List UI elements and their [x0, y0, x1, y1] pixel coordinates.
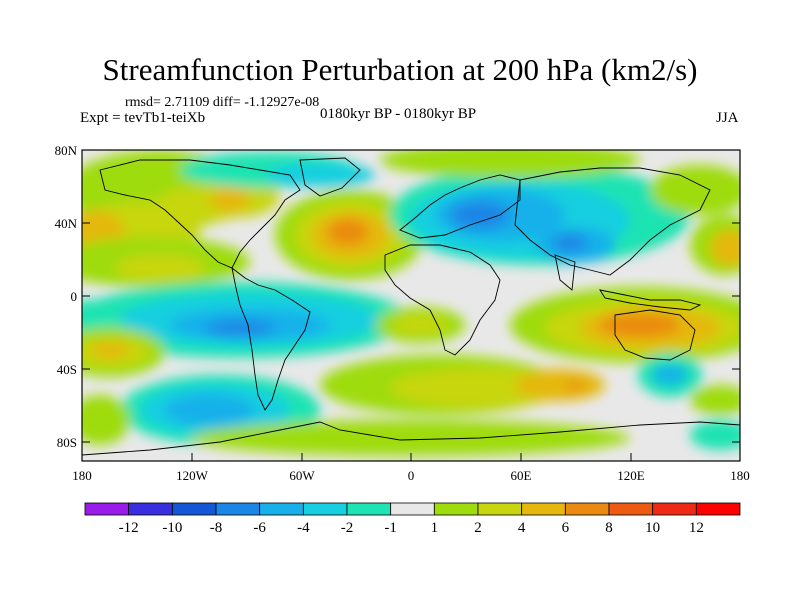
colorbar-swatch: [302, 502, 348, 516]
colorbar-swatch: [346, 502, 392, 516]
colorbar-label: -1: [384, 520, 397, 536]
colorbar: [84, 502, 741, 516]
lat-label: 80S: [57, 435, 77, 450]
colorbar-swatch: [433, 502, 479, 516]
experiment-label: Expt = tevTb1-teiXb: [80, 110, 206, 126]
colorbar-swatch: [215, 502, 261, 516]
lon-label: 0: [408, 468, 415, 483]
colorbar-label: 8: [605, 520, 613, 536]
colorbar-swatch: [608, 502, 654, 516]
coastlines: [82, 157, 740, 456]
lat-label: 80N: [55, 143, 78, 158]
colorbar-swatch: [521, 502, 566, 516]
lon-label: 60E: [511, 468, 532, 483]
stats-text: rmsd= 2.71109 diff= -1.12927e-08: [125, 95, 320, 110]
lon-label: 60W: [289, 468, 315, 483]
colorbar-label: 1: [431, 520, 439, 536]
colorbar-swatch: [695, 502, 741, 516]
lon-tick-marks: [81, 453, 741, 461]
lon-label: 180: [72, 468, 92, 483]
season-label: JJA: [716, 110, 739, 126]
colorbar-swatch: [259, 502, 304, 516]
colorbar-label: 2: [474, 520, 482, 536]
period-label: 0180kyr BP - 0180kyr BP: [320, 106, 477, 122]
colorbar-swatch: [477, 502, 523, 516]
colorbar-swatch: [171, 502, 217, 516]
map-title: Streamfunction Perturbation at 200 hPa (…: [102, 52, 698, 87]
colorbar-label: -2: [341, 520, 354, 536]
lat-label: 40S: [57, 362, 77, 377]
colorbar-swatch: [128, 502, 173, 516]
lat-label: 40N: [55, 216, 78, 231]
lat-labels: 80N 40N 0 40S 80S: [55, 143, 78, 450]
colorbar-swatch: [564, 502, 610, 516]
colorbar-label: 6: [562, 520, 570, 536]
contour-field: [82, 150, 740, 461]
colorbar-label: 10: [645, 520, 660, 536]
lon-labels: 180 120W 60W 0 60E 120E 180: [72, 468, 750, 483]
lat-label: 0: [71, 289, 78, 304]
colorbar-label: -10: [162, 520, 182, 536]
colorbar-label: -8: [210, 520, 223, 536]
colorbar-label: -4: [297, 520, 310, 536]
lat-tick-marks: [82, 149, 740, 443]
colorbar-swatch: [390, 502, 435, 516]
colorbar-labels: -12 -10 -8 -6 -4 -2 -1 1 2 4 6 8 10 12: [119, 520, 704, 536]
colorbar-label: 4: [518, 520, 526, 536]
colorbar-label: -12: [119, 520, 139, 536]
colorbar-swatch: [652, 502, 697, 516]
colorbar-label: 12: [689, 520, 704, 536]
lon-label: 180: [730, 468, 750, 483]
lon-label: 120W: [176, 468, 209, 483]
lon-label: 120E: [617, 468, 645, 483]
colorbar-swatch: [84, 502, 130, 516]
colorbar-label: -6: [253, 520, 266, 536]
